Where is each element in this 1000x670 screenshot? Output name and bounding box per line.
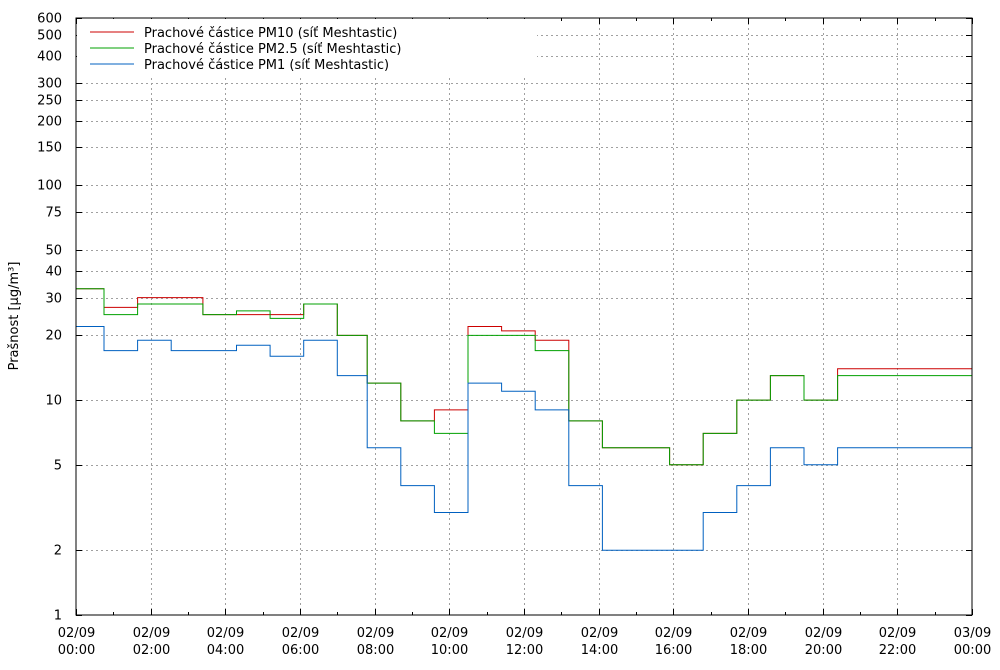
series-line-1 bbox=[76, 288, 972, 466]
series-line-2 bbox=[76, 326, 972, 551]
y-tick-label: 5 bbox=[54, 459, 62, 474]
legend-label-1: Prachové částice PM2.5 (síť Meshtastic) bbox=[144, 42, 402, 57]
y-tick-label: 250 bbox=[37, 94, 62, 109]
x-tick-time: 02:00 bbox=[133, 643, 170, 658]
y-tick-label: 100 bbox=[37, 179, 62, 194]
y-tick-label: 150 bbox=[37, 141, 62, 156]
y-tick-label: 500 bbox=[37, 29, 62, 44]
legend: Prachové částice PM10 (síť Meshtastic)Pr… bbox=[77, 19, 537, 77]
legend-label-0: Prachové částice PM10 (síť Meshtastic) bbox=[144, 26, 397, 41]
x-tick-date: 03/09 bbox=[954, 626, 991, 641]
y-tick-label: 2 bbox=[54, 544, 62, 559]
y-tick-label: 600 bbox=[37, 12, 62, 27]
y-tick-label: 1 bbox=[54, 609, 62, 624]
y-tick-label: 40 bbox=[45, 265, 62, 280]
x-tick-date: 02/09 bbox=[879, 626, 916, 641]
y-tick-label: 30 bbox=[45, 292, 62, 307]
x-tick-date: 02/09 bbox=[133, 626, 170, 641]
y-tick-labels: 1 2 5 10 20 30 40 50 75 100 150 200 250 300 400 500 600 bbox=[37, 12, 62, 624]
x-tick-date: 02/09 bbox=[282, 626, 319, 641]
axis-ticks bbox=[76, 18, 973, 616]
y-axis-title: Prašnost [µg/m³] bbox=[7, 262, 22, 371]
x-tick-date: 02/09 bbox=[506, 626, 543, 641]
x-tick-time: 14:00 bbox=[581, 643, 618, 658]
legend-background bbox=[77, 19, 537, 77]
x-tick-date: 02/09 bbox=[655, 626, 692, 641]
x-tick-date: 02/09 bbox=[357, 626, 394, 641]
x-tick-time: 12:00 bbox=[506, 643, 543, 658]
plot-frame bbox=[75, 17, 973, 616]
y-tick-label: 20 bbox=[45, 329, 62, 344]
legend-label-2: Prachové částice PM1 (síť Meshtastic) bbox=[144, 58, 389, 73]
x-tick-time: 10:00 bbox=[431, 643, 468, 658]
y-tick-label: 300 bbox=[37, 77, 62, 92]
y-tick-label: 50 bbox=[45, 244, 62, 259]
x-tick-time: 00:00 bbox=[954, 643, 991, 658]
x-tick-time: 16:00 bbox=[655, 643, 692, 658]
y-tick-label: 10 bbox=[45, 394, 62, 409]
x-tick-date: 02/09 bbox=[207, 626, 244, 641]
x-tick-time: 06:00 bbox=[282, 643, 319, 658]
y-tick-label: 200 bbox=[37, 115, 62, 130]
y-tick-label: 75 bbox=[45, 206, 62, 221]
y-tick-label: 400 bbox=[37, 50, 62, 65]
x-tick-labels: 02/09 00:00 02/09 02:00 02/09 04:00 02/09 06:00… bbox=[58, 626, 991, 658]
x-tick-date: 02/09 bbox=[58, 626, 95, 641]
x-tick-time: 08:00 bbox=[357, 643, 394, 658]
x-tick-time: 18:00 bbox=[730, 643, 767, 658]
x-tick-date: 02/09 bbox=[730, 626, 767, 641]
x-tick-time: 00:00 bbox=[58, 643, 95, 658]
x-tick-time: 04:00 bbox=[207, 643, 244, 658]
x-tick-date: 02/09 bbox=[805, 626, 842, 641]
x-tick-date: 02/09 bbox=[581, 626, 618, 641]
x-tick-date: 02/09 bbox=[431, 626, 468, 641]
x-tick-time: 20:00 bbox=[805, 643, 842, 658]
x-tick-time: 22:00 bbox=[879, 643, 916, 658]
grid-lines bbox=[76, 18, 972, 615]
series-lines bbox=[76, 288, 972, 551]
